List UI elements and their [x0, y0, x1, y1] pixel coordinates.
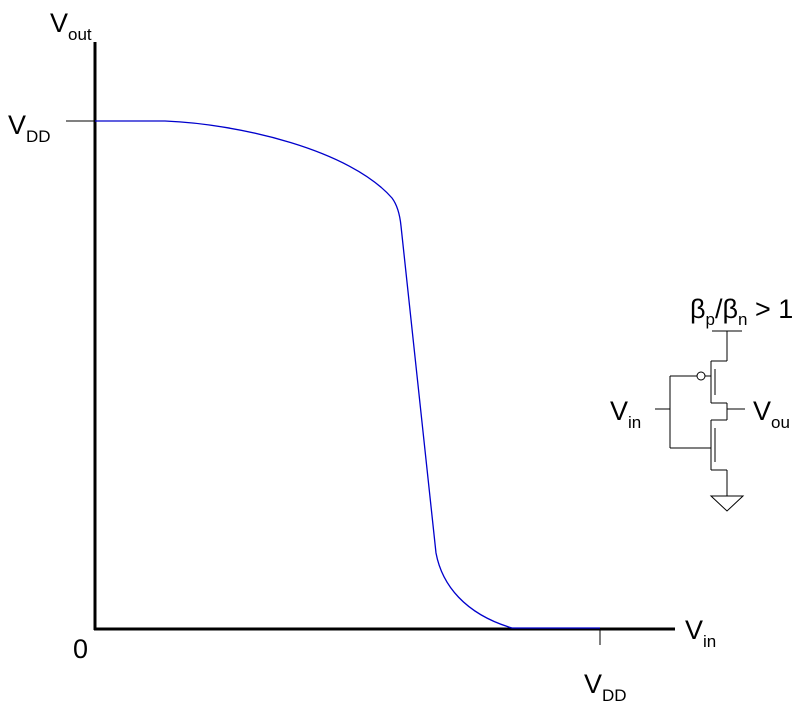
beta-ratio-label: βp/βn > 1	[690, 294, 793, 329]
ground-icon	[711, 496, 743, 511]
inverter-output-label: Vou	[753, 396, 790, 432]
x-axis-label: Vin	[685, 615, 716, 651]
x-tick-label-vdd: VDD	[584, 669, 627, 705]
origin-label: 0	[73, 634, 88, 664]
y-tick-label-vdd: VDD	[8, 110, 51, 146]
pmos-bubble	[697, 372, 705, 380]
cmos-inverter-schematic: βp/βn > 1	[610, 294, 793, 511]
transfer-curve	[95, 121, 600, 628]
y-axis-label: Vout	[50, 8, 92, 44]
nmos-transistor	[670, 420, 727, 470]
inverter-input-label: Vin	[610, 396, 641, 432]
pmos-transistor	[670, 361, 727, 403]
